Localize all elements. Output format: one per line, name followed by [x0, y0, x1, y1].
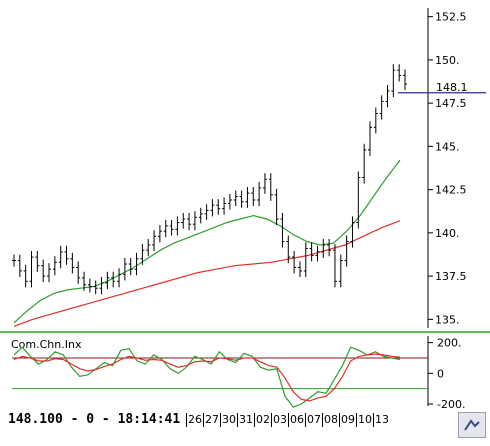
- series-line-ma-slow: [13, 220, 401, 327]
- indicator-tick-label: 0: [437, 367, 444, 380]
- indicator-y-axis: 200. 0 -200.: [428, 337, 465, 411]
- y-tick-label: 147.5: [435, 97, 467, 110]
- indicator-tick-label: -200.: [437, 398, 465, 411]
- y-tick-label: 137.5: [435, 270, 467, 283]
- date-label: 10: [356, 413, 372, 427]
- indicator-reference-lines: [12, 357, 428, 390]
- status-bar: 148.100 - 0 - 18:14:41 26 27 30 31 02 03 06 07 0…: [0, 412, 490, 446]
- date-label: 08: [322, 413, 338, 427]
- y-tick-label: 135.: [435, 313, 460, 326]
- date-label: 06: [288, 413, 304, 427]
- indicator-title: Com.Chn.Inx: [11, 338, 82, 351]
- indicator-tick-label: 200.: [437, 337, 462, 350]
- date-label: 13: [373, 413, 389, 427]
- y-tick-label: 142.5: [435, 184, 467, 197]
- date-label: 07: [305, 413, 321, 427]
- y-tick-label: 150.: [435, 54, 460, 67]
- y-tick-label: 152.5: [435, 11, 467, 24]
- series-line-cci-average: [13, 353, 401, 402]
- date-label: 02: [254, 413, 270, 427]
- date-label: 03: [271, 413, 287, 427]
- chart-menu-icon: [464, 419, 480, 431]
- y-tick-label: 145.: [435, 140, 460, 153]
- price-panel: 152.5 150. 147.5 145. 142.5 140. 137.5 135. 148…: [12, 8, 486, 328]
- date-label: 09: [339, 413, 355, 427]
- chart-canvas[interactable]: 152.5 150. 147.5 145. 142.5 140. 137.5 135. 148…: [0, 0, 490, 412]
- chart-menu-button[interactable]: [458, 412, 486, 438]
- indicator-panel: Com.Chn.Inx 200. 0 -200.: [11, 336, 465, 411]
- last-price-label: 148.1: [436, 81, 468, 94]
- date-label: 31: [237, 413, 253, 427]
- price-y-axis: 152.5 150. 147.5 145. 142.5 140. 137.5 135.: [428, 11, 467, 326]
- price-bars: [12, 64, 407, 295]
- y-tick-label: 140.: [435, 227, 460, 240]
- series-line-ma-fast: [13, 159, 401, 324]
- date-axis: 26 27 30 31 02 03 06 07 08 09 10 13: [186, 413, 390, 427]
- price-status-text: 148.100 - 0 - 18:14:41: [8, 412, 181, 427]
- date-label: 26: [186, 413, 202, 427]
- date-label: 27: [203, 413, 219, 427]
- date-label: 30: [220, 413, 236, 427]
